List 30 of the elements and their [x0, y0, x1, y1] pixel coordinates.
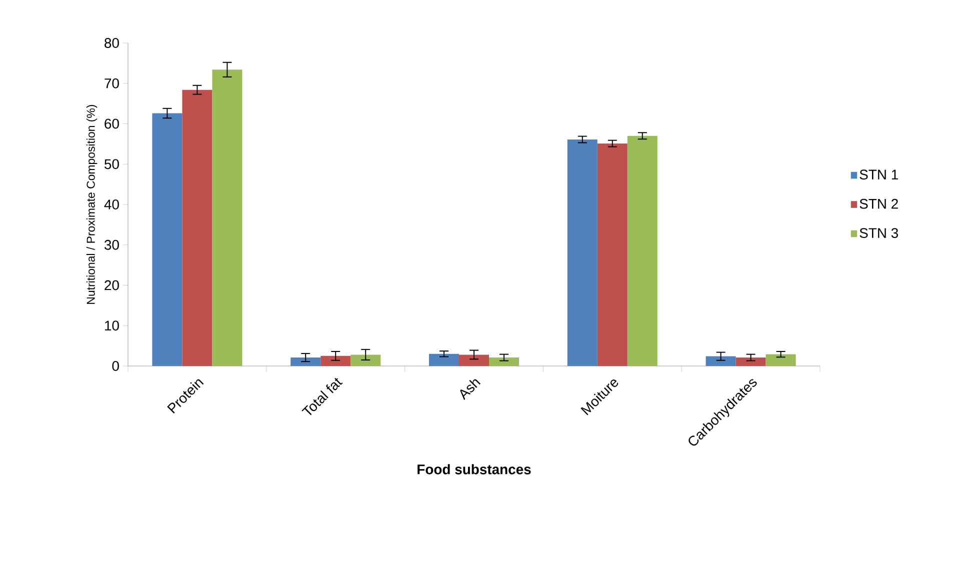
bar — [597, 144, 628, 366]
y-tick-label: 50 — [104, 159, 119, 170]
bar — [766, 354, 796, 366]
legend-label: STN 2 — [860, 198, 898, 209]
bar — [489, 358, 520, 366]
y-tick-label: 60 — [104, 118, 119, 129]
x-tick-label: Ash — [460, 379, 481, 400]
bar — [182, 90, 212, 366]
bar — [567, 139, 598, 366]
bar — [350, 354, 381, 366]
bar — [152, 113, 182, 366]
y-tick-label: 70 — [104, 78, 119, 88]
y-tick-label: 40 — [104, 200, 119, 210]
y-axis-title: Nutritional / Proximate Composition (%) — [86, 104, 98, 304]
bar — [320, 356, 351, 366]
legend-label: STN 3 — [860, 228, 898, 238]
bar — [706, 356, 736, 366]
y-tick-label: 20 — [104, 280, 119, 290]
bar — [212, 70, 242, 366]
bar — [736, 358, 766, 366]
x-axis-title: Food substances — [418, 464, 531, 474]
y-tick-label: 30 — [104, 240, 119, 250]
y-tick-label: 10 — [105, 320, 119, 331]
bar — [627, 136, 658, 366]
y-tick-label: 0 — [112, 361, 119, 371]
bar — [290, 358, 321, 366]
bar — [429, 354, 459, 366]
legend-label: STN 1 — [860, 170, 898, 180]
bar — [459, 354, 490, 366]
y-tick-label: 80 — [104, 38, 119, 48]
